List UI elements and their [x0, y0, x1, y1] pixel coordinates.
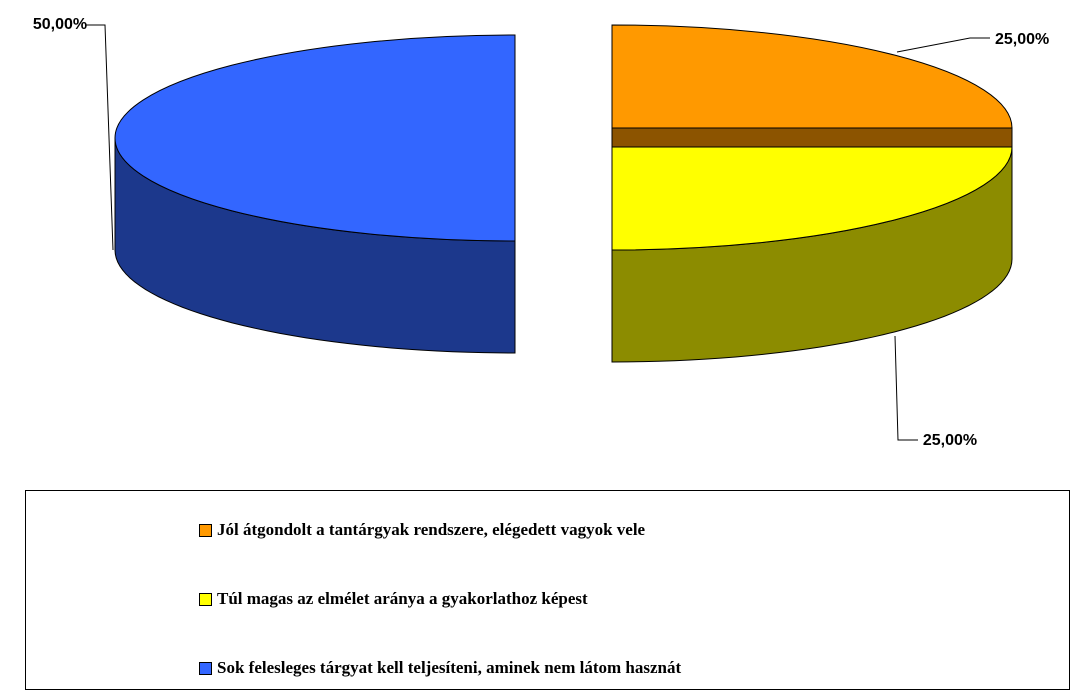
- data-label: 25,00%: [923, 432, 977, 449]
- slice: [611, 24, 1013, 129]
- legend-label: Túl magas az elmélet aránya a gyakorlath…: [217, 589, 588, 608]
- leader-line: [896, 37, 990, 53]
- data-label: 25,00%: [995, 31, 1049, 48]
- leader-line: [85, 24, 114, 251]
- legend-box: [25, 490, 1070, 690]
- legend-swatch: [199, 524, 212, 537]
- slice: [611, 146, 1013, 251]
- legend-swatch: [199, 662, 212, 675]
- data-label: 50,00%: [33, 16, 87, 33]
- slice: [114, 34, 516, 242]
- legend-label: Sok felesleges tárgyat kell teljesíteni,…: [217, 658, 681, 677]
- legend-swatch: [199, 593, 212, 606]
- legend-label: Jól átgondolt a tantárgyak rendszere, el…: [217, 520, 646, 539]
- leader-line: [894, 335, 918, 441]
